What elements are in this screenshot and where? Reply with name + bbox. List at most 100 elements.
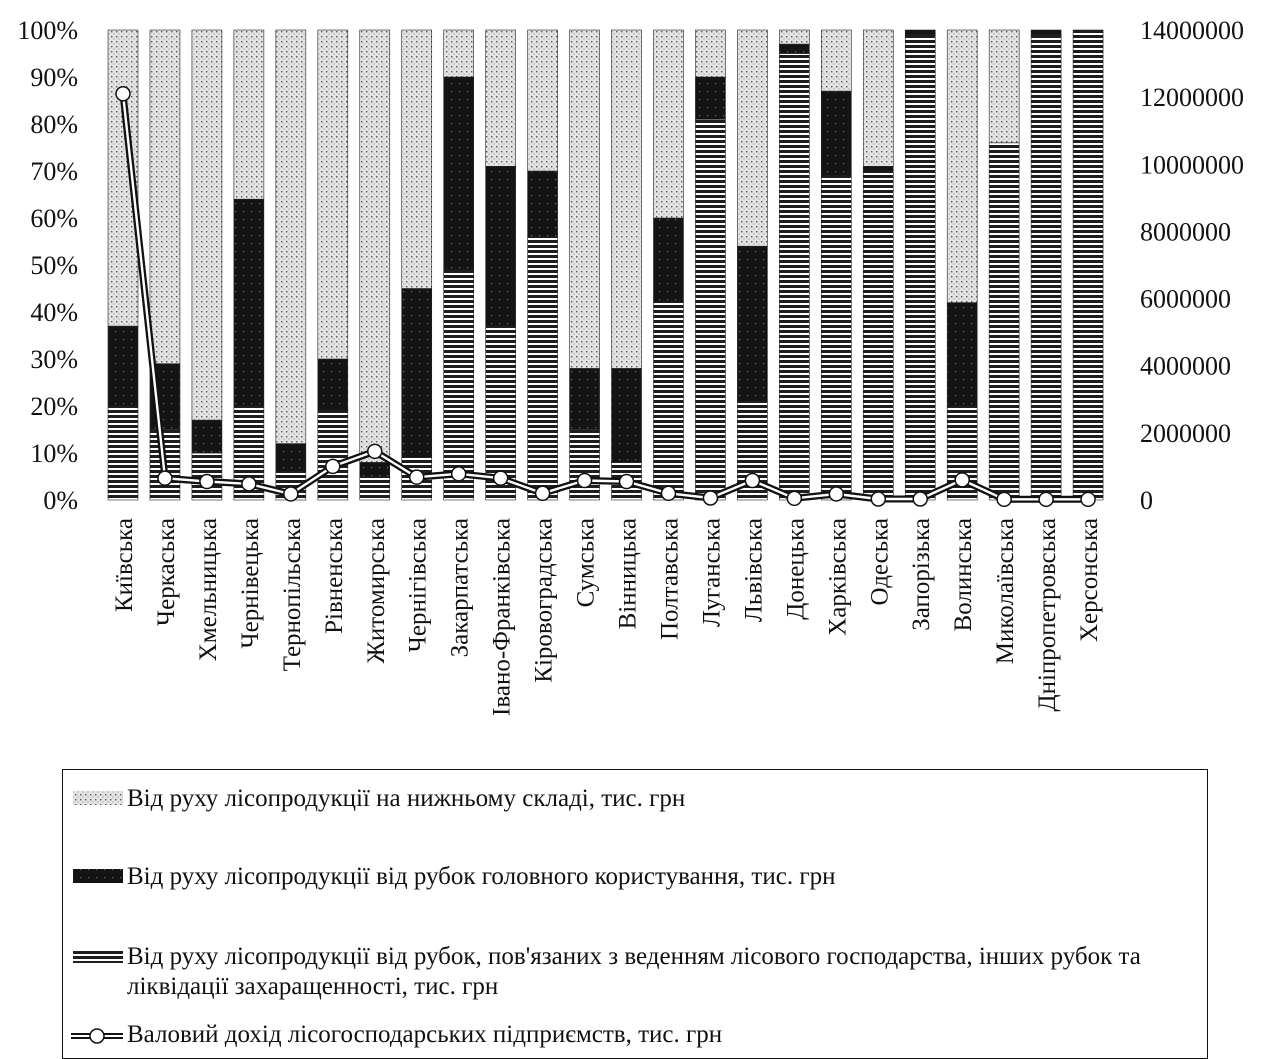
bar-segment (443, 76, 474, 270)
line-point (828, 486, 845, 502)
line-marker-swatch-icon (71, 1028, 123, 1044)
category-label: Черкаська (153, 518, 180, 626)
bar-segment (275, 443, 307, 473)
left-tick-label: 60% (30, 204, 78, 233)
line-point (157, 470, 173, 486)
right-y-axis: 0 2000000 4000000 6000000 8000000 10000000 120… (1140, 16, 1244, 515)
dots-swatch-icon (73, 791, 123, 805)
bar-segment (107, 325, 139, 407)
bar-segment (317, 29, 349, 360)
bar-segment (317, 358, 349, 412)
line-point (870, 491, 887, 507)
bar-segment (527, 236, 558, 501)
category-label: Кіровоградська (531, 518, 558, 683)
line-point (618, 473, 635, 490)
category-label: Миколаївська (992, 518, 1019, 664)
bar-segment (569, 29, 600, 369)
bar-segment (359, 462, 391, 477)
legend-item-gross-income: Валовий дохід лісогосподарських підприєм… (69, 1020, 722, 1050)
legend-label: Від руху лісопродукції на нижньому склад… (127, 785, 686, 812)
dark-swatch-icon (73, 869, 123, 883)
bar-segment (359, 476, 391, 501)
bar-segment (485, 29, 516, 167)
line-point (996, 491, 1012, 508)
legend-label: Від руху лісопродукції від рубок головно… (127, 863, 836, 890)
category-label: Закарпатська (447, 518, 474, 657)
stripes-swatch-icon (73, 949, 123, 963)
category-label: Донецька (782, 518, 809, 620)
right-tick-label: 2000000 (1140, 419, 1231, 448)
left-tick-label: 30% (30, 345, 78, 374)
category-label: Львівська (740, 518, 767, 622)
bar-segment (862, 29, 894, 167)
bar-segment (988, 142, 1020, 501)
bar-segment (317, 410, 349, 501)
left-tick-label: 10% (30, 439, 78, 468)
left-tick-label: 70% (30, 157, 78, 186)
bar-segment (233, 198, 265, 407)
category-label: Тернопільська (279, 518, 306, 671)
line-point (744, 472, 761, 489)
line-point (325, 458, 341, 475)
line-point (534, 485, 551, 502)
legend-label: Від руху лісопродукції від рубок, пов'яз… (127, 943, 1141, 1000)
bar-segment (359, 29, 391, 463)
left-tick-label: 0% (43, 486, 78, 515)
right-tick-label: 14000000 (1140, 16, 1244, 45)
legend: Від руху лісопродукції на нижньому склад… (62, 769, 1208, 1059)
bar-segment (233, 29, 265, 200)
bar-segment (569, 429, 600, 501)
line-point (367, 443, 383, 460)
bar-segment (695, 119, 726, 501)
right-tick-label: 6000000 (1140, 285, 1231, 314)
line-point (283, 486, 299, 502)
line-point (450, 466, 467, 482)
bar-segment (149, 29, 181, 365)
bar-segment (527, 170, 558, 238)
category-label: Івано-Франківська (489, 518, 516, 716)
category-label: Одеська (866, 518, 893, 606)
bar-segment (191, 29, 223, 421)
bar-segment (1030, 29, 1062, 35)
line-inner-stroke (121, 93, 1089, 501)
bar-segment (653, 29, 684, 219)
legend-label: Валовий дохід лісогосподарських підприєм… (127, 1021, 723, 1048)
line-outer-stroke (119, 93, 1089, 503)
bar-segment (401, 29, 433, 289)
line-point (241, 476, 257, 492)
category-label: Чернігівська (405, 518, 432, 652)
bar-segment (821, 175, 852, 501)
category-label: Запорізька (908, 518, 935, 631)
category-label: Київська (111, 518, 138, 612)
line-point (1080, 491, 1096, 508)
right-tick-label: 8000000 (1140, 217, 1231, 246)
left-tick-label: 100% (17, 16, 78, 45)
bar-segment (946, 302, 978, 407)
bar-segment (862, 170, 894, 501)
category-label: Рівненська (321, 518, 348, 634)
bar-series (107, 29, 1104, 501)
bar-segment (191, 419, 223, 454)
category-label: Херсонська (1076, 518, 1103, 642)
bar-segment (611, 368, 642, 463)
legend-item-lower-warehouse: Від руху лісопродукції на нижньому склад… (69, 784, 685, 814)
category-label: Чернівецька (237, 518, 264, 649)
category-label: Харківська (824, 518, 851, 636)
line-point (1038, 491, 1054, 508)
category-label: Житомирська (363, 518, 390, 663)
bar-segment (275, 29, 307, 444)
line-point (912, 491, 928, 507)
right-tick-label: 12000000 (1140, 83, 1244, 112)
category-label: Волинська (950, 518, 977, 631)
gross-income-line (115, 86, 1096, 508)
category-label: Хмельницька (195, 518, 222, 661)
bar-segment (485, 166, 516, 327)
legend-item-main-cutting: Від руху лісопродукції від рубок головно… (69, 862, 835, 892)
bar-segment (904, 34, 936, 501)
bar-segment (653, 217, 684, 303)
bar-segment (821, 29, 852, 92)
bar-segment (443, 29, 474, 78)
right-tick-label: 4000000 (1140, 352, 1231, 381)
bar-segment (527, 29, 558, 172)
bar-segment (779, 43, 810, 54)
